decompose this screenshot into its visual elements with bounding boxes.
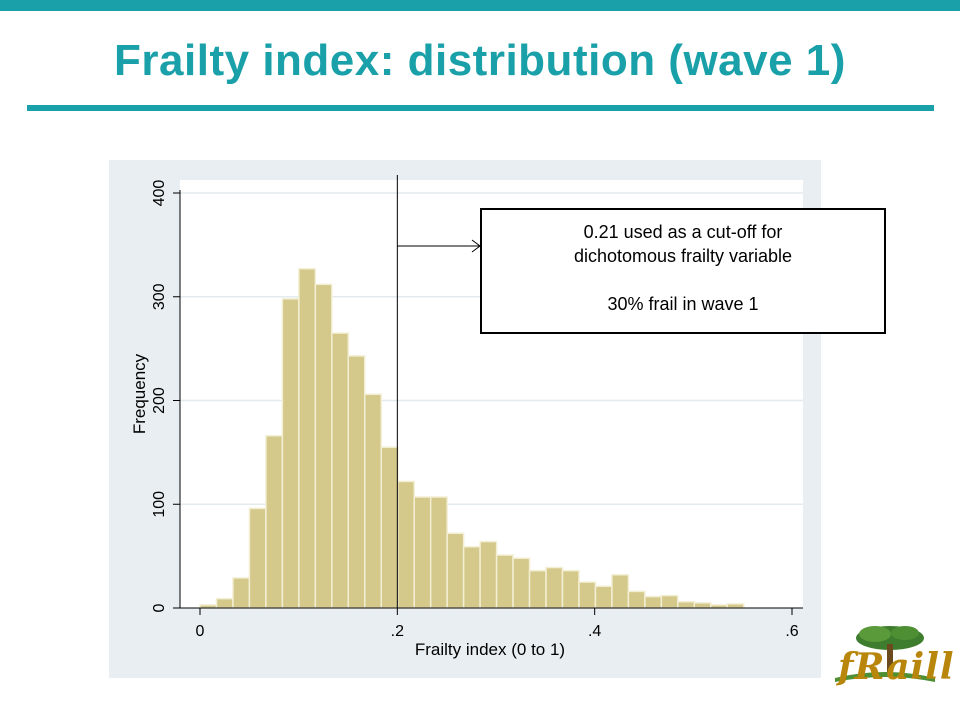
histogram-bar xyxy=(248,507,267,609)
histogram-bar xyxy=(232,577,251,609)
y-tick-label: 200 xyxy=(151,387,168,414)
histogram-bar xyxy=(281,298,300,609)
histogram-bar xyxy=(594,585,613,609)
frail-logo xyxy=(835,620,935,700)
annotation-line-1: 0.21 used as a cut-off for xyxy=(583,222,783,242)
y-tick-label: 100 xyxy=(151,491,168,518)
histogram-bar xyxy=(660,594,679,609)
y-tick-label: 400 xyxy=(151,180,168,207)
x-tick-label: 0 xyxy=(196,623,205,640)
histogram-bar xyxy=(693,602,712,609)
histogram-bar xyxy=(545,566,564,609)
annotation-line-3: 30% frail in wave 1 xyxy=(607,294,759,314)
histogram-bar xyxy=(578,581,597,609)
x-tick-label: .6 xyxy=(785,623,798,640)
tree-logo-icon xyxy=(835,626,935,682)
histogram-bar xyxy=(298,267,317,609)
histogram-bar xyxy=(528,569,547,609)
histogram-bar xyxy=(446,532,465,609)
x-tick-label: .2 xyxy=(391,623,404,640)
histogram-bar xyxy=(644,595,663,609)
histogram-bar xyxy=(265,435,284,609)
annotation-line-2: dichotomous frailty variable xyxy=(573,246,793,266)
axes xyxy=(173,190,803,615)
y-tick-label: 300 xyxy=(151,283,168,310)
histogram-bar xyxy=(396,480,415,609)
y-axis-label: Frequency xyxy=(130,353,149,434)
histogram-bar xyxy=(561,569,580,609)
histogram-bar xyxy=(462,546,481,609)
histogram-bar xyxy=(380,446,399,609)
x-tick-label: .4 xyxy=(588,623,601,640)
histogram-bar xyxy=(215,597,234,609)
histogram-bar xyxy=(512,557,531,609)
histogram-bar xyxy=(364,393,383,609)
histogram-bar xyxy=(611,574,630,609)
x-axis-label: Frailty index (0 to 1) xyxy=(415,640,565,659)
y-tick-label: 0 xyxy=(151,603,168,612)
histogram-bar xyxy=(726,603,745,609)
tick-labels: 0 100 200 300 400 0 .2 .4 .6 xyxy=(151,180,799,640)
histogram-bar xyxy=(495,554,514,609)
histogram-bar xyxy=(479,540,498,609)
histogram-bar xyxy=(314,283,333,609)
title-divider xyxy=(27,105,934,111)
histogram-bar xyxy=(347,355,366,609)
top-accent-bar xyxy=(0,0,960,11)
histogram-bar xyxy=(429,496,448,609)
histogram-bar xyxy=(677,601,696,609)
histogram-bar xyxy=(627,590,646,609)
cutoff-annotation: 0.21 used as a cut-off for dichotomous f… xyxy=(480,208,886,334)
logo-text: fRaill xyxy=(838,646,955,688)
histogram-bar xyxy=(413,496,432,609)
slide-title: Frailty index: distribution (wave 1) xyxy=(114,36,846,85)
histogram-bar xyxy=(331,332,350,609)
